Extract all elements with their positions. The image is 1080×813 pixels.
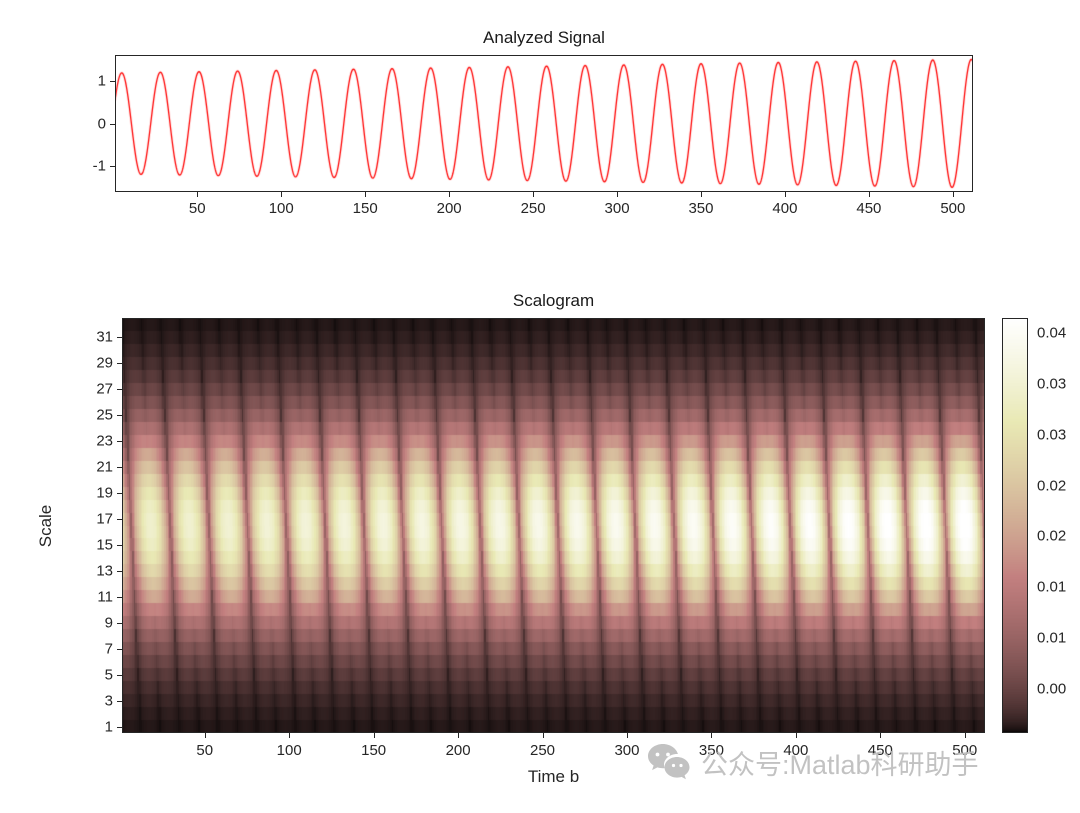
signal-x-tickmark [784,192,786,197]
scalogram-x-tickmark [880,733,882,738]
scalogram-y-tickmark [117,648,122,650]
scalogram-x-tick-label: 500 [952,742,978,759]
scalogram-x-tickmark [458,733,460,738]
scalogram-y-tick-label: 1 [104,718,113,736]
scalogram-y-tickmark [117,674,122,676]
scalogram-x-tick-label: 100 [276,742,302,759]
scalogram-y-tickmark [117,596,122,598]
scalogram-x-tickmark [542,733,544,738]
signal-x-tick-label: 50 [188,200,206,217]
signal-x-tickmark [868,192,870,197]
signal-x-tick-label: 150 [352,200,378,217]
scalogram-y-tick-label: 29 [96,354,113,372]
scalogram-x-tick-label: 150 [361,742,387,759]
signal-x-tick-label: 400 [772,200,798,217]
scalogram-y-tickmark [117,389,122,391]
colorbar-tick-label: 0.03 [1037,375,1067,393]
signal-y-tickmark [110,166,115,168]
signal-y-tick-label: 0 [97,115,106,132]
scalogram-y-tick-label: 25 [96,406,113,424]
signal-x-tick-label: 350 [688,200,714,217]
signal-y-tick-label: 1 [97,72,106,90]
scalogram-x-tick-label: 400 [783,742,809,759]
scalogram-y-tick-label: 15 [96,536,113,554]
scalogram-ylabel: Scale [36,504,55,547]
scalogram-y-tick-label: 13 [96,562,113,580]
scalogram-y-tickmark [117,441,122,443]
signal-y-tick-label: -1 [92,157,106,175]
scalogram-y-tick-label: 5 [104,666,113,684]
scalogram-y-tick-label: 19 [96,484,113,502]
signal-x-tick-label: 100 [268,200,294,217]
signal-x-tickmark [952,192,954,197]
signal-y-tickmark [110,80,115,82]
scalogram-x-tickmark [289,733,291,738]
scalogram-y-tickmark [117,622,122,624]
colorbar-tick-label: 0.00 [1037,680,1067,698]
scalogram-x-tick-label: 300 [614,742,640,759]
signal-y-tickmark [110,123,115,125]
watermark-text: 公众号:Matlab科研助手 [701,749,979,780]
scalogram-x-tick-label: 450 [867,742,893,759]
scalogram-x-tick-label: 200 [445,742,471,759]
signal-x-tickmark [197,192,199,197]
signal-x-tick-label: 300 [604,200,630,217]
scalogram-x-tickmark [373,733,375,738]
scalogram-y-tick-label: 23 [96,432,113,450]
scalogram-x-tick-label: 350 [698,742,724,759]
signal-x-tick-label: 250 [520,200,546,217]
signal-x-tickmark [617,192,619,197]
scalogram-x-tickmark [626,733,628,738]
colorbar-tick-label: 0.02 [1037,477,1067,495]
scalogram-xlabel: Time b [527,767,580,786]
signal-x-tickmark [700,192,702,197]
scalogram-y-tickmark [117,700,122,702]
scalogram-y-tick-label: 3 [104,692,113,710]
scalogram-y-tick-label: 17 [96,510,113,528]
scalogram-y-tickmark [117,337,122,339]
signal-x-tickmark [449,192,451,197]
colorbar-tick-label: 0.04 [1037,324,1067,342]
colorbar-tick-label: 0.01 [1037,578,1067,596]
scalogram-y-tickmark [117,415,122,417]
scalogram-heatmap-canvas [122,318,985,733]
scalogram-y-tickmark [117,726,122,728]
scalogram-y-tick-label: 9 [104,614,113,632]
scalogram-y-tick-label: 11 [97,588,113,606]
signal-plot-title: Analyzed Signal [483,28,605,47]
signal-x-tick-label: 200 [436,200,462,217]
scalogram-y-tickmark [117,519,122,521]
scalogram-y-tickmark [117,363,122,365]
colorbar-canvas [1002,318,1028,733]
scalogram-x-tickmark [204,733,206,738]
colorbar-tick-label: 0.01 [1037,629,1067,647]
watermark: 公众号:Matlab科研助手 [646,742,979,782]
scalogram-x-tick-label: 250 [530,742,556,759]
scalogram-y-tickmark [117,570,122,572]
signal-x-tick-label: 500 [940,200,966,217]
scalogram-y-tick-label: 21 [96,458,113,476]
signal-x-tickmark [533,192,535,197]
wechat-icon [648,744,690,780]
scalogram-x-tickmark [795,733,797,738]
scalogram-y-tickmark [117,544,122,546]
scalogram-x-tickmark [711,733,713,738]
scalogram-y-tick-label: 27 [96,380,113,398]
scalogram-y-tick-label: 31 [96,328,113,346]
scalogram-y-tick-label: 7 [104,640,113,658]
scalogram-x-tickmark [964,733,966,738]
signal-x-tickmark [365,192,367,197]
colorbar-tick-label: 0.02 [1037,527,1067,545]
signal-waveform-canvas [115,55,973,192]
scalogram-x-tick-label: 50 [196,742,214,759]
signal-x-tick-label: 450 [856,200,882,217]
colorbar-tick-label: 0.03 [1037,426,1067,444]
scalogram-y-tickmark [117,467,122,469]
signal-x-tickmark [281,192,283,197]
scalogram-title: Scalogram [512,291,595,310]
scalogram-y-tickmark [117,493,122,495]
